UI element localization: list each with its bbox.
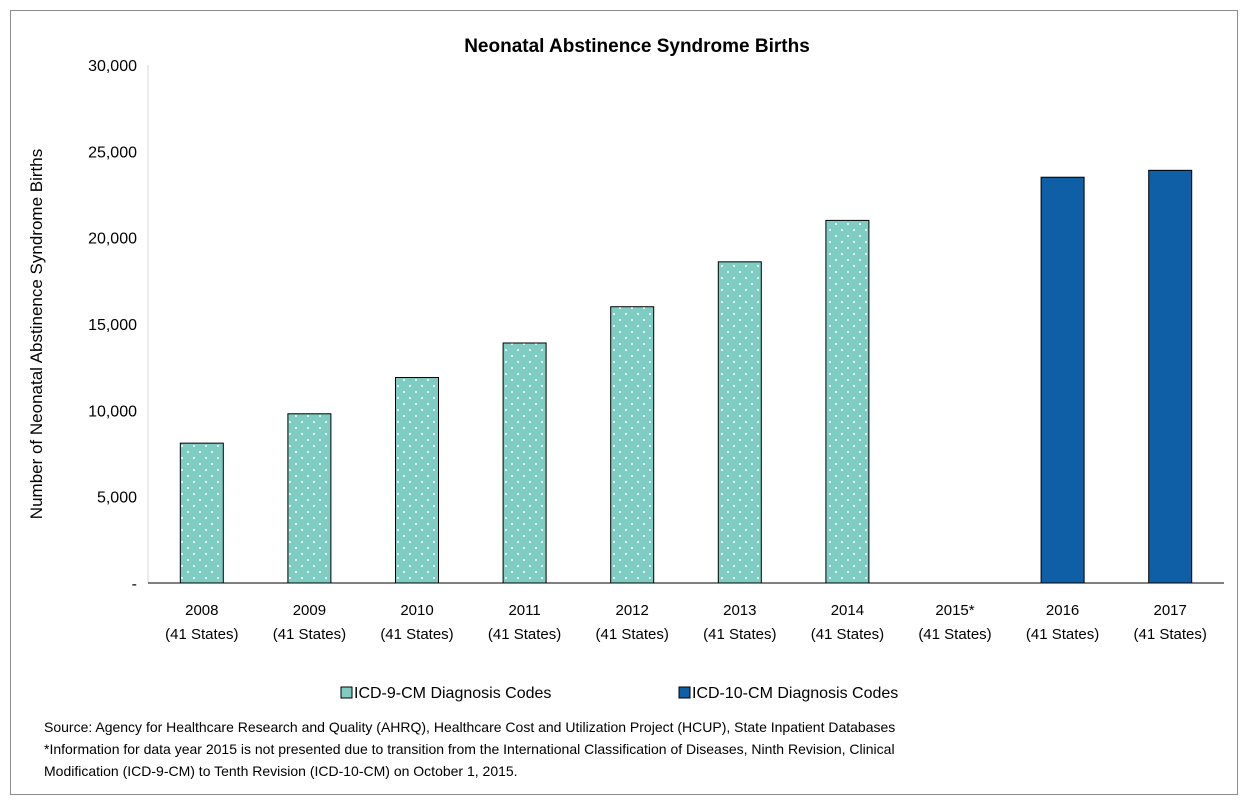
chart-title: Neonatal Abstinence Syndrome Births <box>464 36 810 57</box>
y-axis-label: Number of Neonatal Abstinence Syndrome B… <box>27 149 46 519</box>
x-tick-states: (41 States) <box>1026 626 1099 643</box>
y-axis-ticks: - 5,000 10,000 15,000 20,000 25,000 30,000 <box>88 58 137 593</box>
x-tick-year: 2010 <box>400 602 433 619</box>
x-tick-states: (41 States) <box>811 626 884 643</box>
x-tick-states: (41 States) <box>703 626 776 643</box>
x-tick-states: (41 States) <box>380 626 453 643</box>
bar-2017 <box>1148 169 1193 584</box>
x-tick-year: 2016 <box>1046 602 1079 619</box>
y-tick-label: 10,000 <box>88 403 137 420</box>
legend-label-icd9: ICD-9-CM Diagnosis Codes <box>354 685 551 702</box>
y-tick-label: 25,000 <box>88 144 137 161</box>
x-tick-states: (41 States) <box>165 626 238 643</box>
x-tick-year: 2012 <box>616 602 649 619</box>
bar-pattern-overlay <box>826 220 869 583</box>
legend-label-icd10: ICD-10-CM Diagnosis Codes <box>692 685 898 702</box>
x-tick-states: (41 States) <box>596 626 669 643</box>
x-tick-year: 2011 <box>508 602 540 619</box>
bar-pattern-overlay <box>396 378 438 583</box>
legend-swatch-icd9 <box>340 686 353 699</box>
bar-pattern-overlay <box>180 443 223 583</box>
x-axis-labels: 2008 (41 States) 2009 (41 States) 2010 (41 St… <box>165 602 1207 643</box>
bar-pattern-overlay <box>288 414 331 583</box>
y-tick-label: 20,000 <box>88 231 137 248</box>
bar-pattern-overlay <box>611 307 654 583</box>
bar-pattern-overlay <box>503 343 546 583</box>
x-tick-states: (41 States) <box>273 626 346 643</box>
legend: ICD-9-CM Diagnosis Codes ICD-10-CM Diagn… <box>340 685 898 702</box>
y-tick-label: - <box>132 576 137 593</box>
y-tick-label: 5,000 <box>97 490 137 507</box>
bar-2016 <box>1040 176 1085 584</box>
footnote-line-1: *Information for data year 2015 is not p… <box>44 741 895 757</box>
y-tick-label: 15,000 <box>88 317 137 334</box>
legend-swatch-icd10 <box>678 686 691 699</box>
x-tick-year: 2013 <box>723 602 756 619</box>
x-tick-year: 2008 <box>185 602 218 619</box>
source-note: Source: Agency for Healthcare Research a… <box>44 719 895 735</box>
x-tick-year: 2015* <box>935 602 974 619</box>
y-tick-label: 30,000 <box>88 58 137 75</box>
x-tick-year: 2017 <box>1154 602 1187 619</box>
x-tick-states: (41 States) <box>1134 626 1207 643</box>
chart-frame: Neonatal Abstinence Syndrome Births Numb… <box>10 10 1238 795</box>
bar-pattern-overlay <box>718 262 761 583</box>
x-tick-states: (41 States) <box>918 626 991 643</box>
footnote-line-2: Modification (ICD-9-CM) to Tenth Revisio… <box>44 763 518 779</box>
x-tick-year: 2014 <box>831 602 864 619</box>
x-tick-year: 2009 <box>293 602 326 619</box>
bar-chart: Neonatal Abstinence Syndrome Births Numb… <box>27 36 1224 779</box>
bars-group <box>179 169 1193 584</box>
x-tick-states: (41 States) <box>488 626 561 643</box>
